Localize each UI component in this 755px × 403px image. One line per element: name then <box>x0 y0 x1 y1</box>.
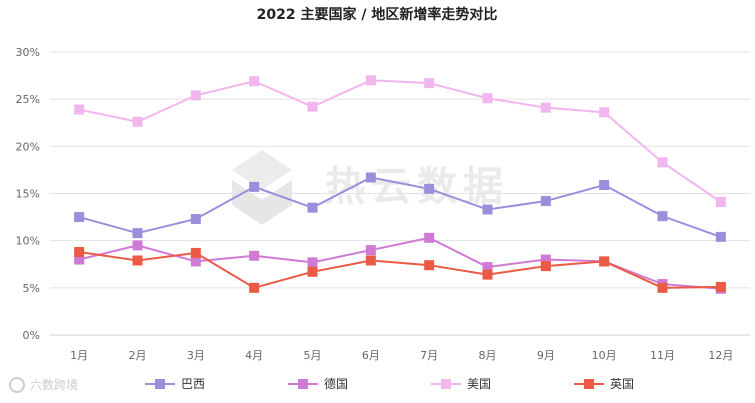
watermark-text: 热云数据 <box>325 164 509 210</box>
series-line <box>78 79 722 203</box>
corner-watermark: 六数跨境 <box>9 377 78 393</box>
x-axis-ticks: 1月 2月 3月 4月 5月 6月 7月 8月 9月 10月 11月 12月 <box>70 349 733 362</box>
data-point <box>74 212 85 223</box>
data-point <box>424 183 435 194</box>
data-point <box>715 281 726 292</box>
data-point <box>190 256 201 267</box>
legend-label: 英国 <box>610 377 634 391</box>
data-point <box>74 246 85 257</box>
x-tick-label: 6月 <box>362 349 380 362</box>
data-point <box>307 202 318 213</box>
data-point <box>249 250 260 261</box>
legend-swatch-marker <box>441 379 451 389</box>
x-tick-label: 7月 <box>420 349 438 362</box>
data-point <box>657 282 668 293</box>
legend-swatch-marker <box>584 379 594 389</box>
data-point <box>190 247 201 258</box>
x-tick-label: 11月 <box>650 349 675 362</box>
data-point <box>74 254 85 265</box>
x-tick-label: 12月 <box>708 349 733 362</box>
legend-swatch-marker <box>155 379 165 389</box>
x-tick-label: 2月 <box>129 349 147 362</box>
legend-item[interactable]: 德国 <box>288 376 348 391</box>
series-美国 <box>74 75 726 207</box>
series-巴西 <box>74 172 726 242</box>
data-point <box>599 256 610 267</box>
data-point <box>365 172 376 183</box>
data-point <box>249 282 260 293</box>
series-lines <box>74 75 726 294</box>
data-point <box>190 213 201 224</box>
data-point <box>132 116 143 127</box>
y-tick-label: 20% <box>16 140 40 153</box>
legend-item[interactable]: 巴西 <box>145 377 205 391</box>
x-tick-label: 4月 <box>245 349 263 362</box>
corner-logo-icon <box>9 377 25 393</box>
data-point <box>540 254 551 265</box>
data-point <box>599 180 610 191</box>
legend-item[interactable]: 英国 <box>574 377 634 391</box>
legend: 巴西 德国 美国 英国 <box>145 376 634 391</box>
chart-title: 2022 主要国家 / 地区新增率走势对比 <box>257 6 498 23</box>
data-point <box>599 107 610 118</box>
data-point <box>715 196 726 207</box>
y-tick-label: 30% <box>16 46 40 59</box>
x-tick-label: 9月 <box>537 349 555 362</box>
legend-item[interactable]: 美国 <box>431 377 491 391</box>
legend-label: 巴西 <box>181 377 205 391</box>
series-英国 <box>74 246 726 293</box>
data-point <box>132 255 143 266</box>
data-point <box>365 245 376 256</box>
data-point <box>365 255 376 266</box>
data-point <box>715 231 726 242</box>
y-tick-label: 25% <box>16 93 40 106</box>
y-tick-label: 5% <box>23 282 40 295</box>
data-point <box>249 76 260 87</box>
data-point <box>249 181 260 192</box>
legend-label: 德国 <box>324 376 348 391</box>
data-point <box>365 75 376 86</box>
data-point <box>482 93 493 104</box>
data-point <box>307 266 318 277</box>
corner-watermark-text: 六数跨境 <box>30 377 78 392</box>
x-tick-label: 3月 <box>187 349 205 362</box>
series-line <box>78 176 722 238</box>
data-point <box>482 269 493 280</box>
x-tick-label: 8月 <box>479 349 497 362</box>
data-point <box>540 102 551 113</box>
watermark-logo-icon <box>232 150 292 225</box>
data-point <box>74 104 85 115</box>
data-point <box>657 157 668 168</box>
data-point <box>424 232 435 243</box>
data-point <box>657 211 668 222</box>
data-point <box>190 90 201 101</box>
data-point <box>540 196 551 207</box>
data-point <box>307 101 318 112</box>
data-point <box>307 257 318 268</box>
y-tick-label: 0% <box>23 329 40 342</box>
gridlines <box>50 51 750 336</box>
series-line <box>79 250 721 289</box>
data-point <box>132 240 143 251</box>
y-axis-ticks: 0% 5% 10% 15% 20% 25% 30% <box>16 46 40 342</box>
x-tick-label: 10月 <box>592 349 617 362</box>
x-tick-label: 1月 <box>70 349 88 362</box>
y-tick-label: 10% <box>16 235 40 248</box>
watermark: 热云数据 <box>232 150 509 225</box>
y-tick-label: 15% <box>16 188 40 201</box>
data-point <box>482 204 493 215</box>
legend-swatch-marker <box>298 379 308 389</box>
data-point <box>424 260 435 271</box>
x-tick-label: 5月 <box>304 349 322 362</box>
legend-label: 美国 <box>467 377 491 391</box>
data-point <box>424 78 435 89</box>
data-point <box>482 262 493 273</box>
data-point <box>132 228 143 239</box>
data-point <box>540 261 551 272</box>
